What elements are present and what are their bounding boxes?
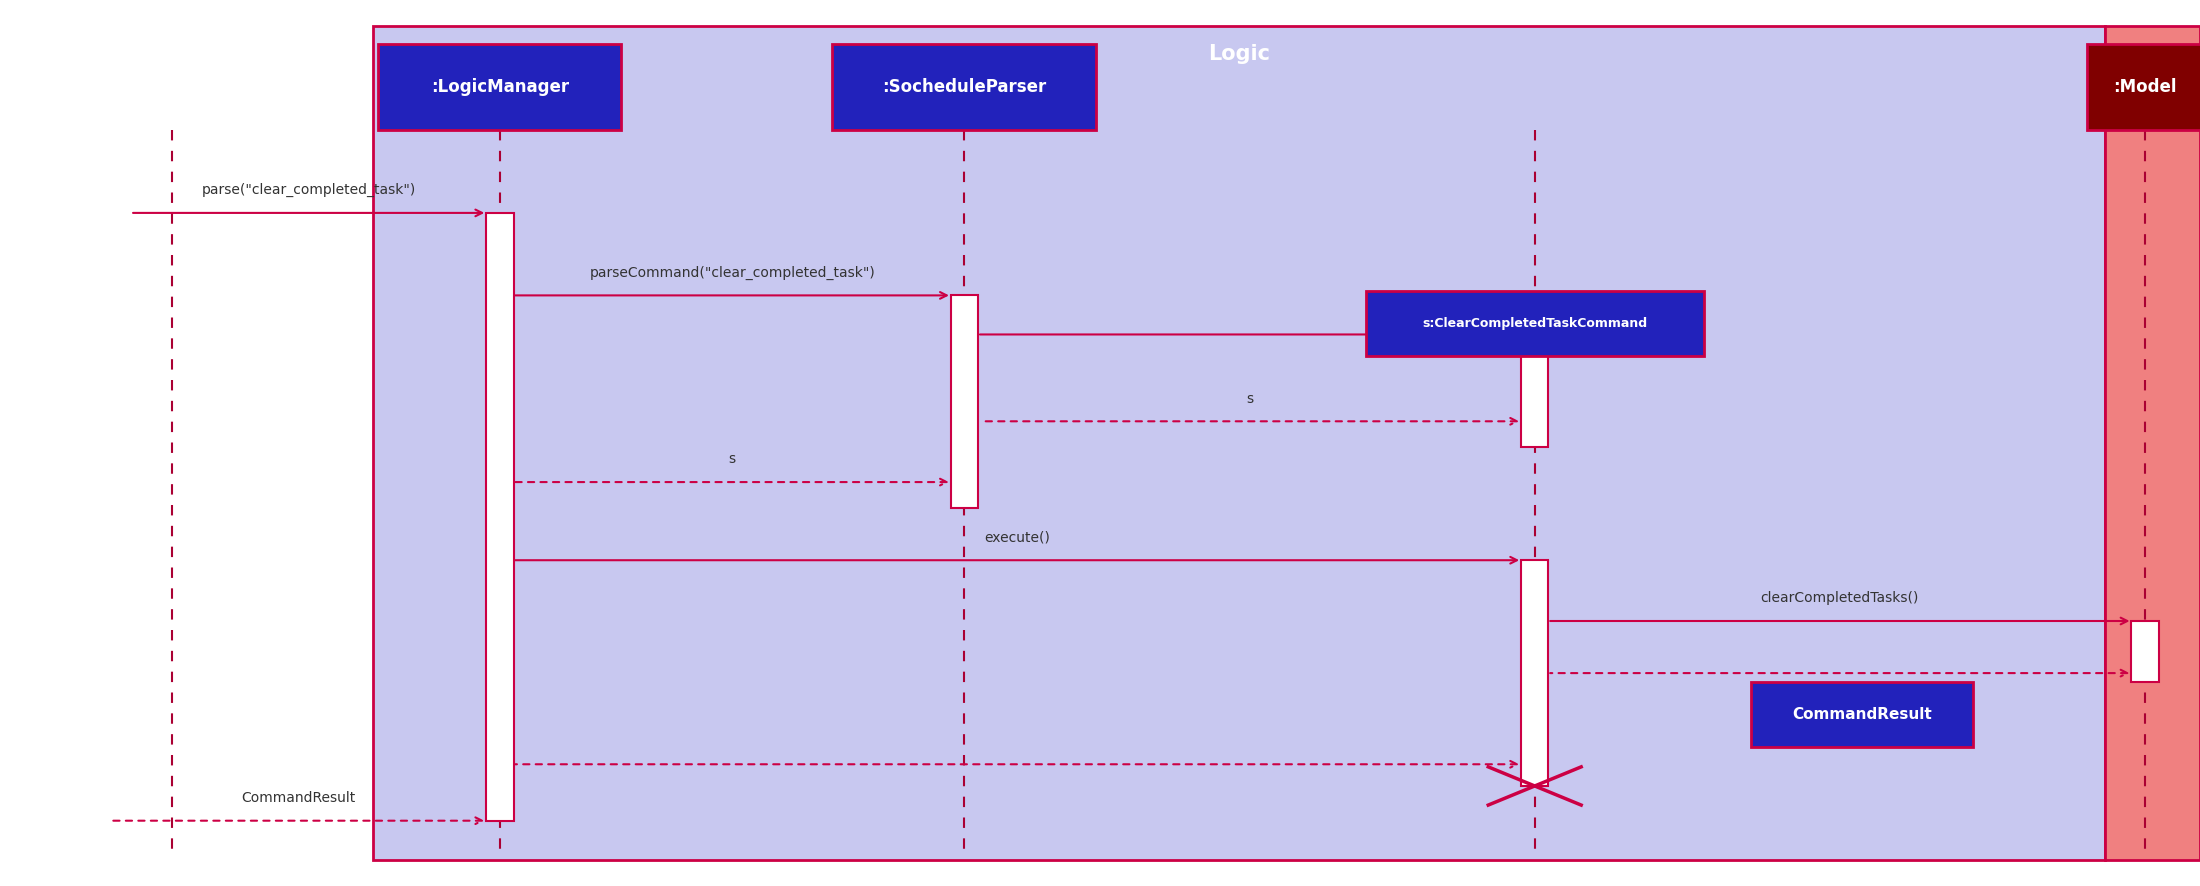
Text: Model: Model [2116, 44, 2189, 64]
Text: parseCommand("clear_completed_task"): parseCommand("clear_completed_task") [590, 266, 876, 280]
Text: :LogicManager: :LogicManager [431, 78, 570, 96]
Text: clearCompletedTasks(): clearCompletedTasks() [1760, 591, 1918, 605]
Text: parse("clear_completed_task"): parse("clear_completed_task") [202, 183, 416, 198]
Text: s: s [1245, 392, 1254, 406]
Text: :SocheduleParser: :SocheduleParser [882, 78, 1047, 96]
Bar [950, 295, 979, 508]
Text: Logic: Logic [1208, 44, 1269, 64]
Text: :Model: :Model [2114, 78, 2176, 96]
Bar [2132, 621, 2158, 682]
Text: execute(): execute() [983, 531, 1049, 545]
Text: s:ClearCompletedTaskCommand: s:ClearCompletedTaskCommand [1421, 317, 1648, 330]
Text: CommandResult: CommandResult [1793, 707, 1932, 722]
Bar [486, 213, 513, 820]
Bar [1751, 682, 1973, 747]
Text: CommandResult: CommandResult [242, 791, 354, 805]
Bar [2088, 43, 2200, 130]
Bar [378, 43, 620, 130]
Bar [832, 43, 1096, 130]
Bar [1366, 291, 1703, 356]
Bar [374, 27, 2105, 859]
Bar [1520, 560, 1549, 786]
Bar [2105, 27, 2200, 859]
Bar [1520, 335, 1549, 447]
Text: s: s [728, 453, 735, 466]
